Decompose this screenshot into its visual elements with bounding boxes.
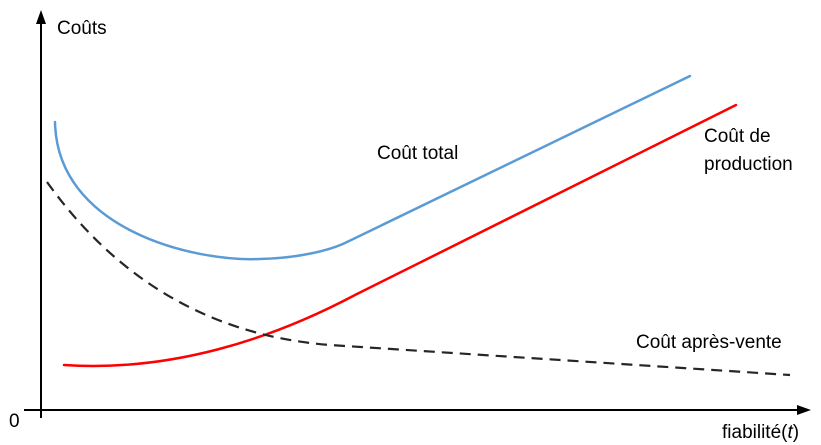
x-axis-label-close-paren: ) (792, 422, 800, 443)
total-cost-curve (53, 74, 692, 261)
production-cost-label-line2: production (704, 154, 793, 175)
x-axis-label: fiabilité(t) (722, 421, 799, 445)
y-axis-label: Coûts (57, 18, 107, 39)
origin-label: 0 (9, 411, 20, 432)
x-axis-label-text: fiabilité (722, 422, 782, 443)
production-cost-curve (62, 103, 738, 368)
after-sales-cost-label: Coût après-vente (636, 332, 782, 353)
production-cost-label-line1: Coût de (704, 126, 771, 147)
after-sales-cost-curve (46, 181, 791, 377)
x-axis-label-open-paren: ( (781, 422, 788, 443)
x-axis-variable: t (787, 422, 793, 443)
total-cost-label: Coût total (377, 143, 459, 164)
y-axis-arrowhead (36, 10, 46, 24)
production-cost-label: Coût de production (704, 123, 793, 179)
x-axis-arrowhead (797, 405, 811, 415)
